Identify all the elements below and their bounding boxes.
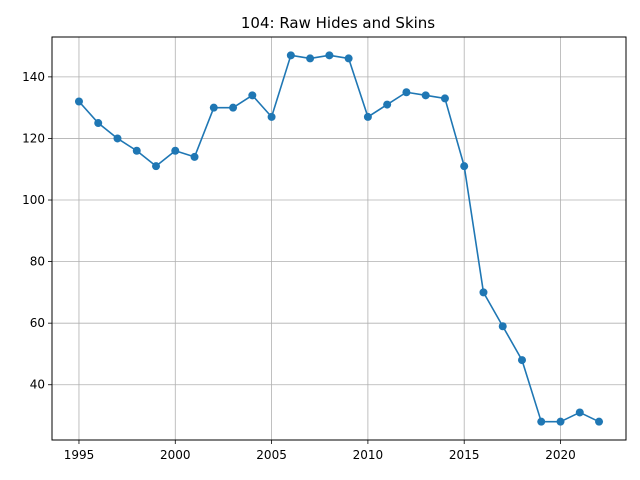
- data-point: [440, 94, 449, 103]
- data-point: [575, 408, 584, 417]
- y-tick-label: 120: [22, 131, 45, 145]
- data-point: [152, 162, 161, 171]
- x-tick-label: 2015: [449, 448, 480, 462]
- series-polyline: [78, 54, 600, 423]
- x-tick-label: 1995: [64, 448, 95, 462]
- data-point: [286, 51, 295, 60]
- x-axis: 1995 2000 2005 2010 2015 2020: [64, 440, 576, 462]
- data-point: [94, 119, 103, 128]
- data-point: [132, 146, 141, 155]
- data-point: [74, 97, 83, 106]
- chart-title: 104: Raw Hides and Skins: [241, 14, 435, 32]
- data-point: [325, 51, 334, 60]
- data-point: [537, 417, 546, 426]
- data-point: [306, 54, 315, 63]
- x-tick-label: 2010: [353, 448, 384, 462]
- data-point: [421, 91, 430, 100]
- data-point: [267, 112, 276, 121]
- data-point: [190, 152, 199, 161]
- x-tick-label: 2000: [160, 448, 191, 462]
- y-tick-label: 140: [22, 70, 45, 84]
- plot-frame: [51, 36, 627, 441]
- series-line: [78, 54, 600, 423]
- data-point: [479, 288, 488, 297]
- data-point: [248, 91, 257, 100]
- y-tick-label: 100: [22, 193, 45, 207]
- data-point: [460, 162, 469, 171]
- x-tick-label: 2005: [256, 448, 287, 462]
- y-tick-label: 80: [30, 255, 45, 269]
- grid-lines: [52, 37, 626, 440]
- y-tick-label: 40: [30, 378, 45, 392]
- data-point: [556, 417, 565, 426]
- data-point: [517, 356, 526, 365]
- data-point: [113, 134, 122, 143]
- data-point: [383, 100, 392, 109]
- data-point: [498, 322, 507, 331]
- data-point: [402, 88, 411, 97]
- x-tick-label: 2020: [545, 448, 576, 462]
- data-point: [595, 417, 604, 426]
- data-point: [363, 112, 372, 121]
- data-point: [229, 103, 238, 112]
- y-axis: 40 60 80 100 120 140: [22, 70, 52, 392]
- data-point: [171, 146, 180, 155]
- data-point: [209, 103, 218, 112]
- y-tick-label: 60: [30, 316, 45, 330]
- data-point: [344, 54, 353, 63]
- data-points: [74, 51, 604, 426]
